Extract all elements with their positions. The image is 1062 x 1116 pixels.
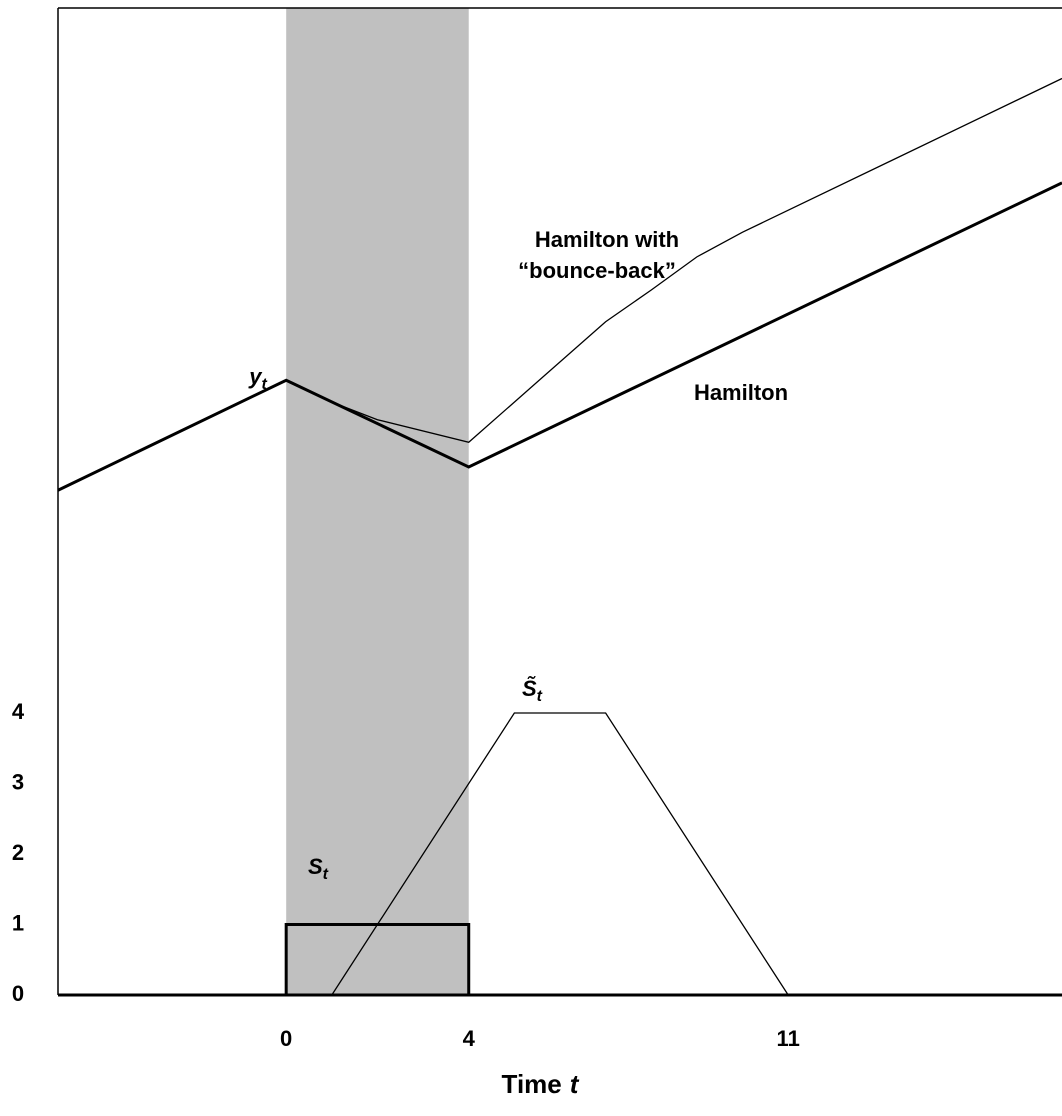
- y-tick-label: 0: [12, 981, 24, 1006]
- x-tick-label: 0: [280, 1026, 292, 1051]
- annotation: S̃t: [522, 676, 543, 705]
- shade-band: [286, 8, 469, 995]
- annotation-text: S: [308, 854, 323, 879]
- annotation: Hamilton: [694, 380, 788, 405]
- series-line: [285, 77, 1062, 443]
- y-tick-label: 2: [12, 840, 24, 865]
- annotation-text: S̃: [522, 676, 537, 701]
- series-line: [331, 712, 789, 996]
- annotation-subscript: t: [261, 376, 267, 393]
- annotation: “bounce-back”: [518, 258, 676, 283]
- annotation: yt: [248, 364, 267, 393]
- y-tick-label: 4: [12, 699, 25, 724]
- annotation: St: [308, 854, 329, 883]
- annotation-subscript: t: [323, 866, 329, 883]
- series-line: [57, 181, 1062, 492]
- x-tick-label: 11: [777, 1026, 800, 1051]
- series-line: [58, 923, 1062, 997]
- annotation-subscript: t: [537, 688, 543, 705]
- annotation-text: y: [248, 364, 263, 389]
- x-axis-label-text: Time: [502, 1069, 562, 1099]
- annotation-text: Hamilton: [694, 380, 788, 405]
- x-tick-label: 4: [463, 1026, 476, 1051]
- x-axis-label-var: t: [570, 1069, 580, 1099]
- shade-layer: [286, 8, 469, 995]
- annotation-text: “bounce-back”: [518, 258, 676, 283]
- annotation: Hamilton with: [535, 227, 679, 252]
- annotation-text: Hamilton with: [535, 227, 679, 252]
- y-tick-label: 3: [12, 769, 24, 794]
- y-tick-label: 1: [12, 910, 24, 935]
- x-axis-label: Time t: [502, 1069, 580, 1099]
